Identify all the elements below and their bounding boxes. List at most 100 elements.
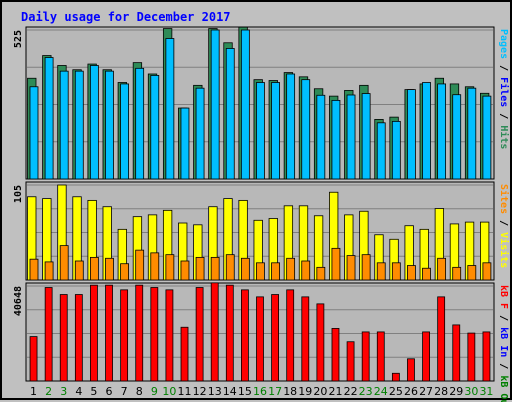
middle-sites-bar-1 (29, 258, 39, 281)
top-legend-item-4: Hits (498, 125, 510, 149)
top-files-bar-9 (150, 75, 160, 180)
x-tick-label-18: 18 (283, 385, 297, 398)
top-files-bar-24 (376, 122, 386, 180)
middle-sites-bar-20 (316, 266, 326, 281)
bottom-kbytes-bar-27 (422, 331, 430, 382)
bottom-kbytes-bar-16 (256, 296, 264, 382)
x-tick-label-22: 22 (344, 385, 358, 398)
middle-legend-item-1: / (498, 214, 509, 232)
x-tick-label-9: 9 (151, 385, 158, 398)
middle-sites-bar-12 (195, 256, 205, 281)
x-tick-label-27: 27 (419, 385, 433, 398)
middle-sites-bar-31 (482, 262, 492, 281)
middle-sites-bar-10 (165, 254, 175, 281)
bottom-kbytes-bar-17 (271, 294, 279, 382)
x-tick-label-4: 4 (75, 385, 82, 398)
top-files-bar-19 (301, 79, 311, 180)
x-tick-label-7: 7 (121, 385, 128, 398)
middle-sites-bar-30 (467, 265, 477, 281)
x-tick-label-17: 17 (268, 385, 282, 398)
x-tick-label-29: 29 (449, 385, 463, 398)
x-tick-label-11: 11 (178, 385, 192, 398)
bottom-kbytes-bar-20 (316, 303, 325, 382)
top-files-bar-4 (74, 70, 84, 180)
bottom-legend-item-1: / (498, 309, 509, 327)
top-files-bar-14 (225, 48, 235, 180)
x-tick-label-30: 30 (464, 385, 478, 398)
bottom-kbytes-bar-26 (407, 358, 415, 382)
x-tick-label-5: 5 (90, 385, 97, 398)
middle-sites-bar-6 (105, 257, 114, 281)
x-tick-label-12: 12 (193, 385, 207, 398)
bottom-kbytes-bar-28 (437, 296, 446, 382)
bottom-legend-item-3: / (498, 357, 509, 375)
x-tick-label-19: 19 (298, 385, 312, 398)
top-files-bar-5 (89, 65, 99, 180)
bottom-kbytes-bar-3 (59, 294, 68, 382)
x-tick-label-28: 28 (434, 385, 448, 398)
x-tick-label-13: 13 (208, 385, 222, 398)
middle-sites-bar-2 (44, 261, 54, 281)
top-files-bar-29 (452, 94, 462, 180)
top-files-bar-3 (59, 70, 69, 180)
bottom-kbytes-bar-12 (195, 287, 204, 382)
bottom-legend-item-0: kB F (498, 285, 509, 309)
top-files-bar-18 (286, 73, 296, 180)
bottom-kbytes-bar-11 (180, 326, 189, 382)
middle-sites-bar-27 (422, 267, 431, 281)
x-tick-label-8: 8 (136, 385, 143, 398)
top-files-bar-28 (437, 83, 447, 180)
bottom-kbytes-bar-4 (74, 294, 83, 382)
top-files-bar-12 (195, 87, 205, 180)
middle-sites-bar-23 (361, 254, 371, 281)
middle-sites-bar-4 (74, 260, 84, 281)
bottom-kbytes-bar-31 (482, 331, 491, 382)
middle-sites-bar-14 (225, 254, 235, 281)
top-files-bar-16 (256, 82, 265, 180)
x-tick-label-1: 1 (30, 385, 37, 398)
x-tick-label-24: 24 (374, 385, 388, 398)
top-files-bar-8 (135, 67, 145, 180)
bottom-kbytes-bar-14 (225, 284, 234, 382)
top-files-bar-21 (331, 99, 341, 180)
middle-max-label: 105 (13, 185, 24, 203)
middle-sites-bar-13 (210, 256, 220, 281)
bottom-legend-item-4: kB Out (498, 375, 509, 402)
middle-sites-bar-18 (286, 257, 296, 281)
top-files-bar-13 (210, 29, 220, 180)
middle-sites-bar-29 (452, 266, 462, 281)
middle-sites-bar-16 (256, 262, 265, 281)
bottom-kbytes-bar-10 (165, 289, 174, 382)
middle-sites-bar-11 (180, 260, 190, 281)
top-files-bar-17 (271, 82, 280, 180)
middle-sites-bar-17 (271, 262, 280, 281)
x-tick-label-2: 2 (45, 385, 52, 398)
middle-sites-bar-19 (301, 260, 311, 281)
top-series-legend: Pages / Files / Hits (498, 29, 510, 149)
top-files-bar-27 (422, 82, 431, 180)
top-files-bar-20 (316, 94, 326, 180)
bottom-kbytes-bar-25 (391, 372, 400, 382)
bottom-kbytes-bar-22 (346, 341, 355, 382)
bottom-kbytes-bar-9 (150, 287, 159, 382)
bottom-legend-item-2: kB In (498, 327, 509, 357)
x-tick-label-26: 26 (404, 385, 418, 398)
middle-sites-bar-24 (376, 262, 386, 281)
x-tick-label-25: 25 (389, 385, 403, 398)
middle-sites-bar-15 (240, 257, 250, 281)
top-files-bar-1 (29, 86, 39, 180)
bottom-kbytes-bar-23 (361, 331, 370, 382)
x-tick-label-23: 23 (359, 385, 373, 398)
top-files-bar-7 (120, 83, 129, 180)
x-tick-label-6: 6 (106, 385, 113, 398)
top-files-bar-23 (361, 93, 371, 180)
top-files-bar-2 (44, 57, 54, 180)
bottom-kbytes-bar-13 (210, 282, 219, 382)
x-tick-label-10: 10 (162, 385, 176, 398)
middle-sites-bar-28 (437, 257, 447, 281)
middle-sites-bar-8 (135, 249, 145, 281)
middle-sites-bar-5 (89, 256, 99, 281)
top-files-bar-31 (482, 95, 492, 180)
bottom-kbytes-bar-8 (135, 284, 144, 382)
